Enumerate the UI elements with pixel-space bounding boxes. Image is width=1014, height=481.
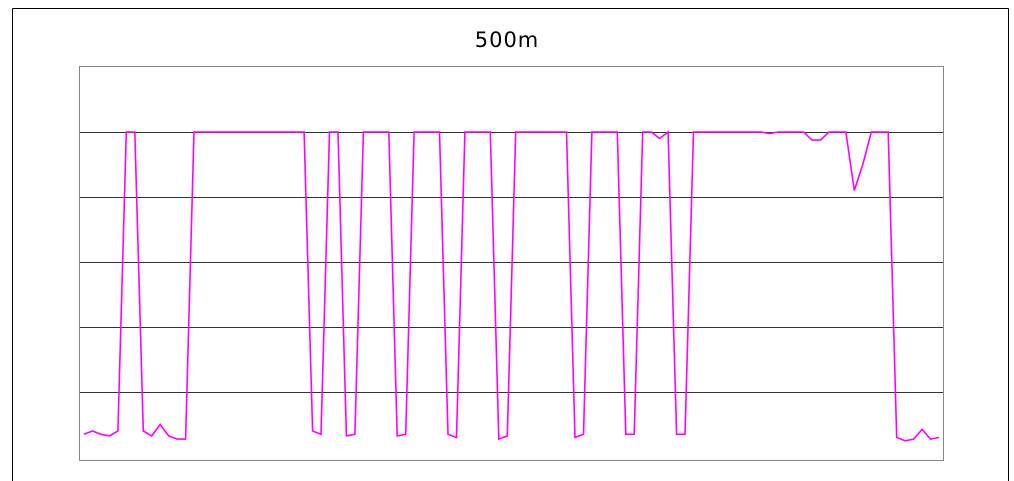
chart-title: 500m [474, 28, 540, 52]
series-layer [83, 130, 940, 442]
series-line-1 [83, 130, 940, 442]
